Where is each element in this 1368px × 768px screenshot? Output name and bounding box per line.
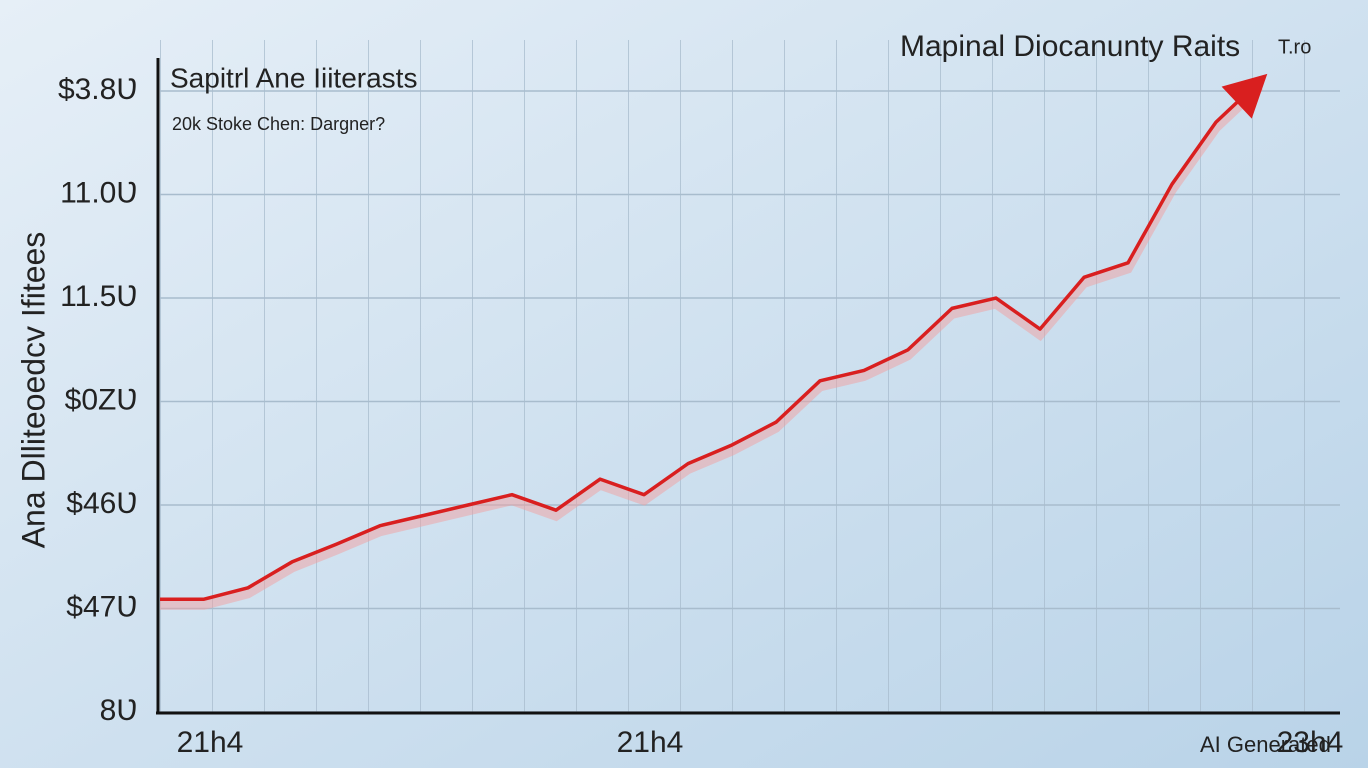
chart-title: Mapinal Diocanunty Raits bbox=[900, 30, 1240, 63]
y-tick-label: 11.0Ʋ bbox=[60, 176, 138, 209]
x-tick-label: 21h4 bbox=[617, 726, 684, 759]
y-tick-label: $0ZƲ bbox=[65, 383, 138, 416]
y-tick-label: 8Ʋ bbox=[100, 694, 138, 727]
line bbox=[160, 79, 1262, 601]
line-shadow bbox=[160, 83, 1264, 610]
subtitle: Sapitrl Ane Iiiterasts bbox=[170, 62, 417, 93]
y-tick-label: $3.8Ʋ bbox=[58, 73, 138, 106]
y-tick-label: $46Ʋ bbox=[66, 487, 138, 520]
title-note: T.ro bbox=[1278, 36, 1311, 58]
plot bbox=[160, 73, 1268, 610]
arrow-head bbox=[1221, 73, 1268, 119]
x-tick-label: 21h4 bbox=[177, 726, 244, 759]
caption: 20k Stoke Chen: Dargner? bbox=[172, 114, 385, 134]
y-tick-label: 11.5Ʋ bbox=[60, 280, 138, 313]
background-grid bbox=[160, 40, 1340, 712]
x-tick-label: 23h4 bbox=[1277, 726, 1344, 759]
watermark: AI Generated bbox=[1200, 732, 1331, 757]
y-tick-label: $47Ʋ bbox=[66, 590, 138, 623]
y-axis-label: Ana Dlliteoedcv Ifitees bbox=[15, 232, 51, 549]
